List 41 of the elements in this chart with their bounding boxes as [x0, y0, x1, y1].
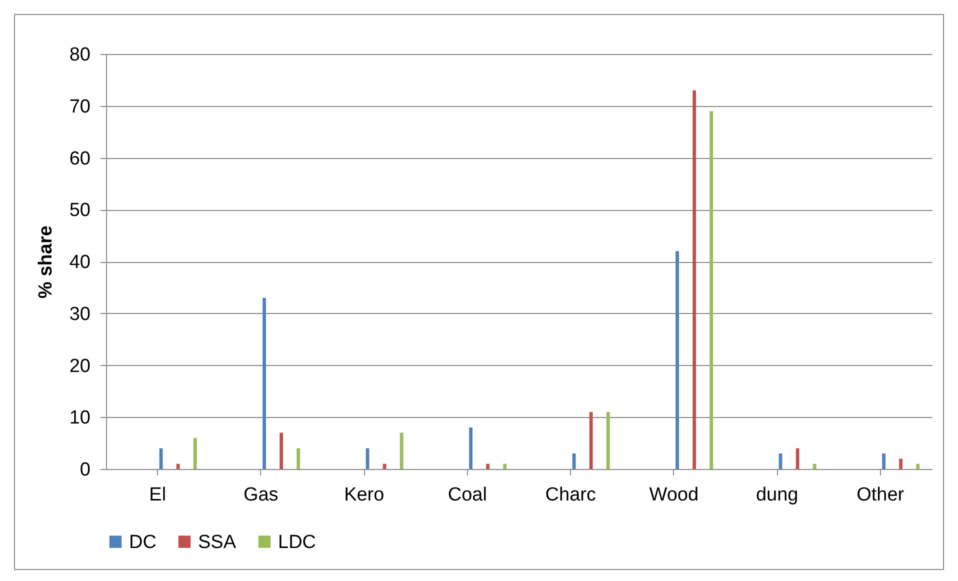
- bar: [812, 464, 816, 469]
- bar: [606, 412, 610, 469]
- bar: [382, 464, 386, 469]
- legend-label: DC: [129, 532, 156, 553]
- bar: [899, 458, 903, 469]
- x-tick-label: Charc: [545, 484, 596, 506]
- bar: [486, 464, 490, 469]
- legend-label: SSA: [198, 532, 236, 553]
- x-tick-label: El: [149, 484, 166, 506]
- bar: [882, 453, 886, 469]
- y-tick-label: 50: [69, 200, 90, 222]
- bar: [296, 448, 300, 469]
- x-tick-label: Coal: [448, 484, 487, 506]
- legend-label: LDC: [278, 532, 316, 553]
- x-tick-label: Wood: [649, 484, 699, 506]
- y-tick-label: 20: [69, 356, 90, 377]
- y-tick-label: 30: [69, 304, 90, 325]
- bar: [676, 251, 679, 469]
- bar: [503, 464, 507, 469]
- bar: [710, 111, 714, 469]
- bar: [692, 90, 696, 469]
- y-tick-label: 80: [69, 44, 90, 66]
- bar: [796, 448, 800, 469]
- bar: [193, 438, 197, 469]
- y-tick-label: 0: [80, 460, 90, 480]
- x-tick-label: Gas: [243, 484, 278, 506]
- y-tick-label: 60: [69, 148, 90, 170]
- bar: [916, 464, 920, 469]
- bar: [469, 428, 472, 469]
- bar: [262, 298, 266, 469]
- x-tick-label: Other: [856, 484, 905, 506]
- y-tick-label: 10: [69, 408, 90, 429]
- y-tick-label: 40: [69, 252, 90, 273]
- bar: [176, 464, 180, 469]
- x-tick-label: dung: [756, 484, 798, 506]
- bar: [589, 412, 593, 469]
- x-tick-label: Kero: [344, 484, 384, 506]
- bar: [280, 432, 284, 469]
- y-axis-title: % share: [35, 226, 56, 298]
- y-tick-label: 70: [69, 96, 90, 118]
- bar: [400, 432, 404, 469]
